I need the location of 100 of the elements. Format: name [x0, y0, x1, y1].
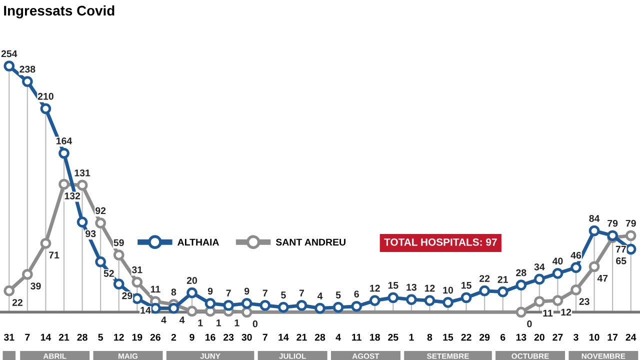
x-tick-label: 28 [314, 334, 326, 341]
data-label: 9 [208, 288, 213, 295]
legend-label: SANT ANDREU [276, 238, 346, 246]
x-tick-label: 16 [205, 334, 216, 341]
point [4, 60, 15, 72]
data-label: 5 [336, 292, 341, 298]
point [186, 287, 198, 298]
point [442, 297, 454, 308]
data-label: 71 [49, 252, 60, 258]
point [241, 298, 252, 309]
point [95, 218, 106, 228]
x-tick-label: 12 [114, 334, 124, 341]
data-label: 13 [406, 284, 416, 291]
point [95, 256, 106, 268]
x-tick-label: 27 [552, 334, 563, 341]
data-label: 1 [234, 320, 240, 326]
x-tick-label: 22 [461, 334, 472, 341]
point [260, 300, 271, 311]
data-label: 11 [543, 310, 553, 317]
data-label: 20 [186, 277, 198, 284]
x-tick-label: 31 [4, 334, 14, 341]
x-tick-label: 7 [25, 334, 30, 341]
x-tick-label: 8 [427, 334, 432, 341]
point [186, 306, 198, 317]
x-tick-label: 6 [500, 334, 506, 341]
data-label: 28 [516, 269, 526, 276]
point [132, 276, 143, 288]
data-label: 6 [354, 290, 359, 298]
point [534, 274, 545, 285]
point [516, 306, 527, 318]
point [58, 178, 70, 190]
point [570, 262, 582, 274]
x-tick-label: 13 [516, 334, 526, 341]
x-tick-label: 26 [150, 334, 160, 341]
point [332, 302, 344, 313]
point [168, 302, 180, 314]
data-label: 65 [616, 257, 626, 264]
point [516, 280, 527, 290]
data-label: 0 [527, 320, 532, 328]
point [40, 103, 52, 114]
data-label: 254 [1, 50, 18, 58]
data-label: 79 [626, 220, 636, 227]
annotation: TOTAL HOSPITALS: 97 [384, 238, 497, 246]
point [241, 306, 252, 318]
data-label: 23 [579, 298, 590, 306]
data-label: 11 [150, 286, 160, 293]
data-label: 1 [216, 320, 222, 326]
data-label: 93 [86, 230, 96, 238]
data-label: 5 [281, 292, 286, 298]
point [76, 216, 88, 228]
point [278, 302, 289, 313]
data-label: 132 [64, 192, 80, 200]
x-tick-label: 29 [480, 334, 490, 341]
data-label: 84 [589, 215, 600, 222]
point [388, 292, 399, 304]
x-tick-label: 30 [242, 334, 252, 341]
data-label: 59 [114, 239, 124, 246]
data-label: 22 [480, 275, 490, 282]
x-tick-label: 14 [40, 334, 52, 341]
point [534, 296, 545, 307]
data-label: 131 [74, 169, 90, 176]
data-label: 4 [179, 316, 185, 324]
x-tick-label: 2 [171, 334, 176, 341]
data-label: 15 [461, 282, 472, 289]
point [552, 295, 564, 306]
x-tick-label: 28 [77, 334, 88, 341]
data-label: 29 [122, 292, 132, 300]
data-label: 39 [30, 282, 41, 290]
point [460, 292, 472, 304]
point [296, 300, 308, 311]
x-tick-label: 23 [224, 334, 234, 341]
point [351, 300, 362, 312]
point [150, 302, 161, 314]
x-tick-label: 10 [589, 334, 600, 341]
point [424, 295, 436, 306]
x-tick-label: 21 [296, 334, 307, 341]
point [314, 302, 326, 314]
x-tick-label: 1 [409, 334, 414, 341]
chart-title: Ingressats Covid [4, 5, 114, 18]
x-tick-label: 11 [352, 334, 362, 341]
x-tick-label: 9 [190, 334, 194, 341]
point [113, 250, 124, 260]
data-label: 22 [12, 299, 22, 306]
x-tick-label: 20 [534, 334, 544, 341]
data-label: 46 [570, 252, 582, 259]
point [625, 244, 636, 255]
x-tick-label: 24 [626, 334, 636, 341]
data-label: 7 [226, 290, 231, 296]
point [4, 285, 15, 296]
data-label: 12 [370, 284, 380, 292]
data-label: 15 [388, 282, 398, 289]
point [132, 293, 143, 304]
point [406, 294, 417, 305]
data-label: 1 [198, 320, 203, 326]
data-label: 8 [171, 288, 176, 296]
data-label: 164 [56, 137, 72, 144]
point [40, 238, 52, 249]
point [58, 148, 70, 159]
data-label: 4 [161, 316, 166, 324]
data-label: 210 [38, 92, 54, 100]
